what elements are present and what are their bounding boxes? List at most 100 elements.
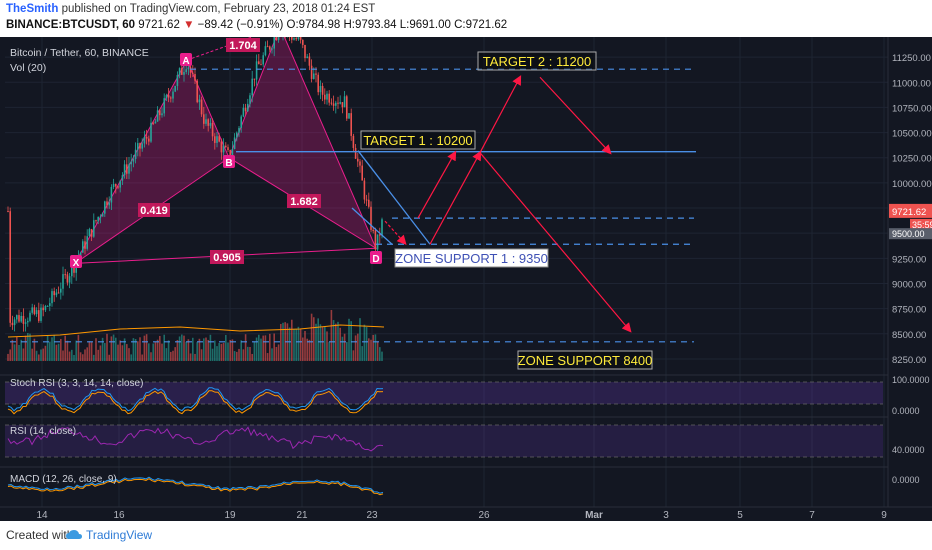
volume-bar: [332, 320, 335, 361]
candle-body: [134, 149, 137, 159]
candle-body: [130, 161, 132, 165]
candle-body: [119, 180, 121, 188]
x-tick-4: 23: [366, 510, 378, 521]
volume-bar: [9, 349, 11, 361]
candle-body: [90, 229, 93, 237]
candle-body: [112, 184, 115, 187]
volume-bar: [132, 338, 135, 361]
candle-body: [370, 206, 372, 230]
volume-bar: [106, 333, 108, 361]
candle-body: [381, 219, 383, 236]
candle-body: [79, 252, 82, 258]
candle-body: [68, 276, 71, 283]
ratio-0905-bg: [210, 250, 244, 264]
volume-bar: [104, 343, 106, 361]
macd-title: MACD (12, 26, close, 9): [10, 474, 117, 485]
candle-body: [137, 143, 139, 150]
publish-line: TheSmith published on TradingView.com, F…: [6, 3, 375, 15]
candle-body: [343, 96, 346, 108]
y-tick-3: 10500.00: [892, 129, 932, 140]
volume-bar: [297, 326, 300, 361]
candle-body: [57, 292, 60, 294]
candle-body: [326, 93, 328, 100]
volume-bar: [266, 353, 269, 361]
candle-body: [64, 274, 66, 276]
x-tick-3: 21: [296, 510, 308, 521]
volume-bar: [119, 340, 121, 361]
volume-bar: [299, 329, 302, 361]
volume-bar: [295, 329, 297, 361]
candle-body: [51, 291, 53, 304]
volume-bar: [211, 348, 214, 361]
volume-bar: [33, 338, 36, 361]
x-tick-2: 19: [224, 510, 236, 521]
candle-body: [291, 34, 293, 40]
candle-body: [11, 322, 14, 326]
volume-bar: [165, 348, 168, 361]
candle-body: [115, 184, 117, 187]
volume-bar: [139, 337, 141, 361]
volume-bar: [108, 354, 110, 361]
candle-body: [95, 220, 97, 222]
candle-body: [84, 241, 86, 249]
channel-lower: [351, 207, 393, 245]
author-link[interactable]: TheSmith: [6, 3, 59, 15]
candle-body: [141, 143, 143, 149]
pattern-point-x: X: [73, 258, 80, 269]
channel-upper: [357, 150, 431, 245]
volume-bar: [13, 344, 16, 361]
candle-body: [266, 46, 269, 48]
chart-area[interactable]: X A B D 1.704 0.419 1.682 0.905 TARGET 2 : 11200…: [0, 25, 932, 521]
pattern-point-a: A: [182, 56, 189, 67]
candle-body: [49, 303, 51, 306]
candle-body: [361, 165, 363, 181]
annotation-support-2-bg: [517, 350, 653, 370]
volume-bar: [121, 345, 124, 361]
tradingview-link[interactable]: TradingView: [86, 528, 153, 542]
candle-body: [240, 116, 242, 128]
candle-body: [150, 122, 152, 142]
candle-body: [167, 95, 170, 98]
volume-bar: [112, 334, 115, 361]
candle-body: [209, 123, 212, 126]
candle-body: [53, 291, 55, 296]
candle-body: [357, 158, 359, 162]
candle-body: [227, 147, 229, 151]
volume-bar: [253, 341, 256, 361]
volume-bar: [64, 335, 66, 361]
candle-body: [273, 36, 275, 49]
x-tick-7: 3: [663, 510, 669, 521]
volume-bar: [163, 334, 165, 361]
price-tag-2: 9500.00: [892, 229, 925, 239]
candle-body: [187, 67, 190, 70]
pattern-point-a-bg: [180, 53, 192, 66]
y-tick-0: 11250.00: [892, 53, 931, 64]
candle-body: [308, 56, 311, 66]
price-axis-bg: [888, 37, 932, 507]
candle-body: [108, 202, 110, 206]
candle-body: [104, 201, 106, 214]
volume-bar: [365, 327, 368, 361]
candle-body: [315, 73, 317, 75]
candle-body: [255, 61, 258, 80]
close-value: C:9721.62: [454, 19, 508, 31]
volume-bar: [275, 346, 278, 361]
chart-svg[interactable]: X A B D 1.704 0.419 1.682 0.905 TARGET 2 : 11200…: [0, 25, 932, 521]
volume-bar: [244, 334, 247, 361]
open-value: O:9784.98: [286, 19, 341, 31]
volume-bar: [341, 336, 344, 361]
volume-bar: [324, 326, 326, 361]
candle-body: [313, 73, 315, 79]
candle-body: [203, 114, 205, 124]
volume-bar: [20, 339, 22, 361]
volume-bar: [291, 319, 293, 361]
ratio-1704: 1.704: [229, 40, 257, 52]
candle-body: [152, 122, 154, 124]
candle-body: [348, 113, 350, 119]
candle-body: [363, 180, 366, 200]
volume-bar: [97, 349, 99, 361]
footer: Created with TradingView: [0, 522, 932, 550]
ratio-1704-bg: [226, 38, 260, 52]
volume-bar: [183, 335, 185, 361]
volume-bar: [207, 339, 209, 361]
